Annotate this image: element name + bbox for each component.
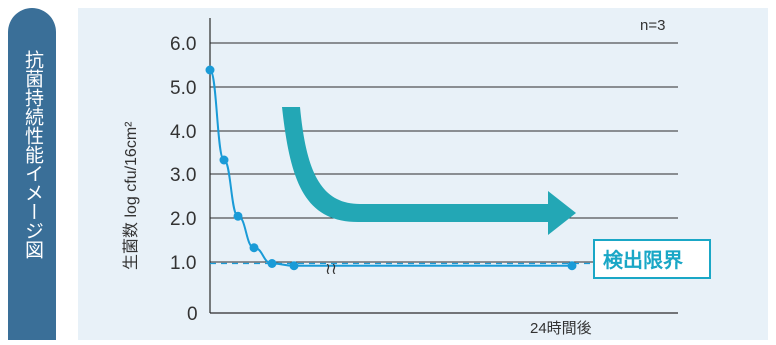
data-point [219,155,229,165]
ytick-4: 4.0 [170,122,196,143]
ytick-6: 6.0 [170,34,196,55]
trend-arrow-icon [282,107,576,235]
series-points [205,65,577,271]
detection-limit-label: 検出限界 [603,248,683,272]
ytick-3: 3.0 [170,165,196,186]
n-label: n=3 [640,17,665,34]
data-point [249,243,259,253]
ytick-5: 5.0 [170,78,196,99]
title-banner [8,8,56,340]
data-point [567,261,577,271]
banner-title: 抗菌持続性能イメージ図 [22,50,43,259]
x-axis-label: 24時間後 [530,320,592,337]
ytick-1: 1.0 [170,253,196,274]
data-point [233,211,243,221]
data-point [205,65,215,75]
detection-limit-box [593,239,711,279]
axis-break-mark: ≀≀ [325,261,337,278]
ytick-0: 0 [187,304,198,325]
data-point [289,261,299,271]
series-line [209,69,572,267]
ytick-2: 2.0 [170,209,196,230]
data-point [267,259,277,268]
y-axis-label: 生菌数 log cfu/16cm² [122,121,140,270]
